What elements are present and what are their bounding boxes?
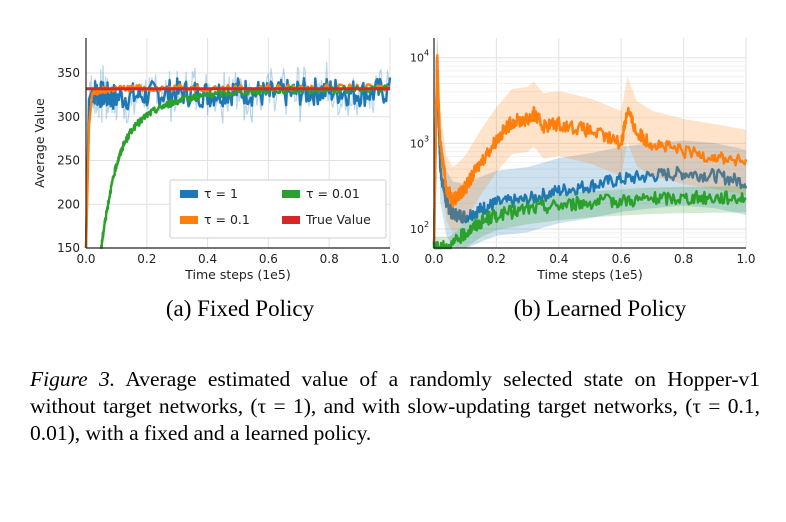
legend-swatch-0-01 (282, 190, 300, 198)
legend-box (169, 179, 387, 239)
series-1-spread (85, 61, 391, 249)
x-tick-label-0-6: 0.6 (612, 252, 631, 266)
y-tick-label-1e3: 103 (410, 134, 429, 150)
x-tick-label-1-0: 1.0 (380, 252, 399, 266)
legend-label-1: τ = 1 (204, 186, 238, 201)
x-tick-label-0-4: 0.4 (198, 252, 217, 266)
chart-fixed-policy: 0.0 0.2 0.4 0.6 0.8 1.0 150 200 250 300 350 Time st… (32, 38, 400, 282)
x-tick-label-0-2: 0.2 (137, 252, 156, 266)
x-axis-label: Time steps (1e5) (536, 267, 642, 282)
caption-label: Figure 3. (30, 367, 116, 391)
x-tick-label-0-4: 0.4 (549, 252, 568, 266)
caption-text: Average estimated value of a randomly se… (30, 367, 760, 445)
x-tick-label-0-8: 0.8 (320, 252, 339, 266)
y-tick-base: 10 (410, 223, 424, 236)
series-1-line (432, 58, 748, 249)
y-tick-exponent: 4 (424, 49, 429, 58)
y-tick-label-150: 150 (57, 241, 80, 255)
y-tick-exponent: 3 (424, 134, 429, 143)
x-tick-label-1-0: 1.0 (736, 252, 755, 266)
y-tick-label-350: 350 (57, 66, 80, 80)
figure-caption: Figure 3. Average estimated value of a r… (30, 366, 760, 447)
series-0-1-line (432, 54, 748, 245)
x-tick-label-0-2: 0.2 (487, 252, 506, 266)
y-tick-label-1e2: 102 (410, 220, 429, 236)
x-tick-label-0-8: 0.8 (674, 252, 693, 266)
legend-swatch-0-1 (180, 216, 198, 224)
series-0-01-line (432, 189, 747, 250)
x-axis-label: Time steps (1e5) (184, 267, 290, 282)
legend-swatch-1 (180, 190, 198, 198)
x-tick-label-0-0: 0.0 (76, 252, 95, 266)
y-axis-label: Average Value (32, 98, 47, 188)
subcaption-fixed-policy: (a) Fixed Policy (165, 296, 315, 321)
y-tick-exponent: 2 (424, 220, 429, 229)
y-tick-label-250: 250 (57, 154, 80, 168)
y-tick-label-1e4: 104 (410, 49, 429, 65)
legend: τ = 1 τ = 0.01 τ = 0.1 True Value (169, 179, 387, 239)
x-tick-label-0-6: 0.6 (259, 252, 278, 266)
y-tick-base: 10 (410, 52, 424, 65)
legend-label-0-1: τ = 0.1 (204, 212, 250, 227)
legend-label-0-01: τ = 0.01 (306, 186, 360, 201)
y-tick-base: 10 (410, 137, 424, 150)
x-tick-label-0-0: 0.0 (424, 252, 443, 266)
legend-label-true-value: True Value (305, 212, 371, 227)
subcaption-learned-policy: (b) Learned Policy (513, 296, 687, 321)
series-0-1-band (434, 38, 746, 248)
y-tick-label-200: 200 (57, 197, 80, 211)
y-tick-label-300: 300 (57, 110, 80, 124)
legend-swatch-true-value (282, 216, 300, 224)
